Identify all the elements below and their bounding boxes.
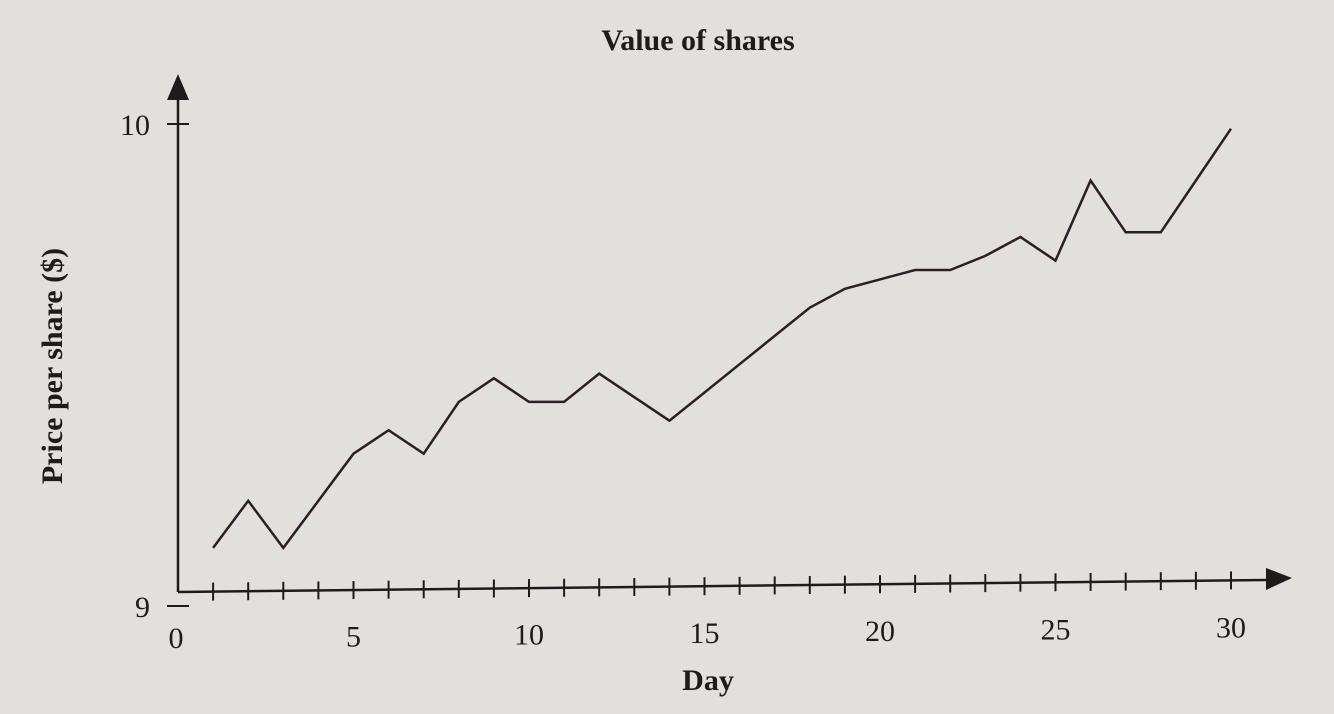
x-tick-label: 30 xyxy=(1216,612,1246,645)
y-tick-labels: 9 10 xyxy=(120,109,150,624)
y-tick-label: 9 xyxy=(135,591,150,624)
x-axis xyxy=(177,578,1267,594)
x-tick-label: 0 xyxy=(169,622,184,655)
y-axis-label: Price per share ($) xyxy=(36,248,69,484)
x-axis-label: Day xyxy=(682,664,734,697)
x-tick-label: 15 xyxy=(690,617,720,650)
x-tick-label: 25 xyxy=(1041,613,1071,646)
x-ticks xyxy=(212,571,1232,601)
y-axis-arrow xyxy=(167,74,189,100)
y-tick-label: 10 xyxy=(120,109,150,142)
series-line xyxy=(212,127,1233,550)
x-tick-label: 20 xyxy=(865,615,895,648)
x-tick-label: 10 xyxy=(514,619,544,652)
chart-title: Value of shares xyxy=(601,24,794,57)
x-axis-arrow xyxy=(1266,568,1292,590)
x-tick-label: 5 xyxy=(346,620,361,653)
y-ticks xyxy=(167,123,189,607)
x-tick-labels: 0 5 10 15 20 25 30 xyxy=(169,612,1247,656)
